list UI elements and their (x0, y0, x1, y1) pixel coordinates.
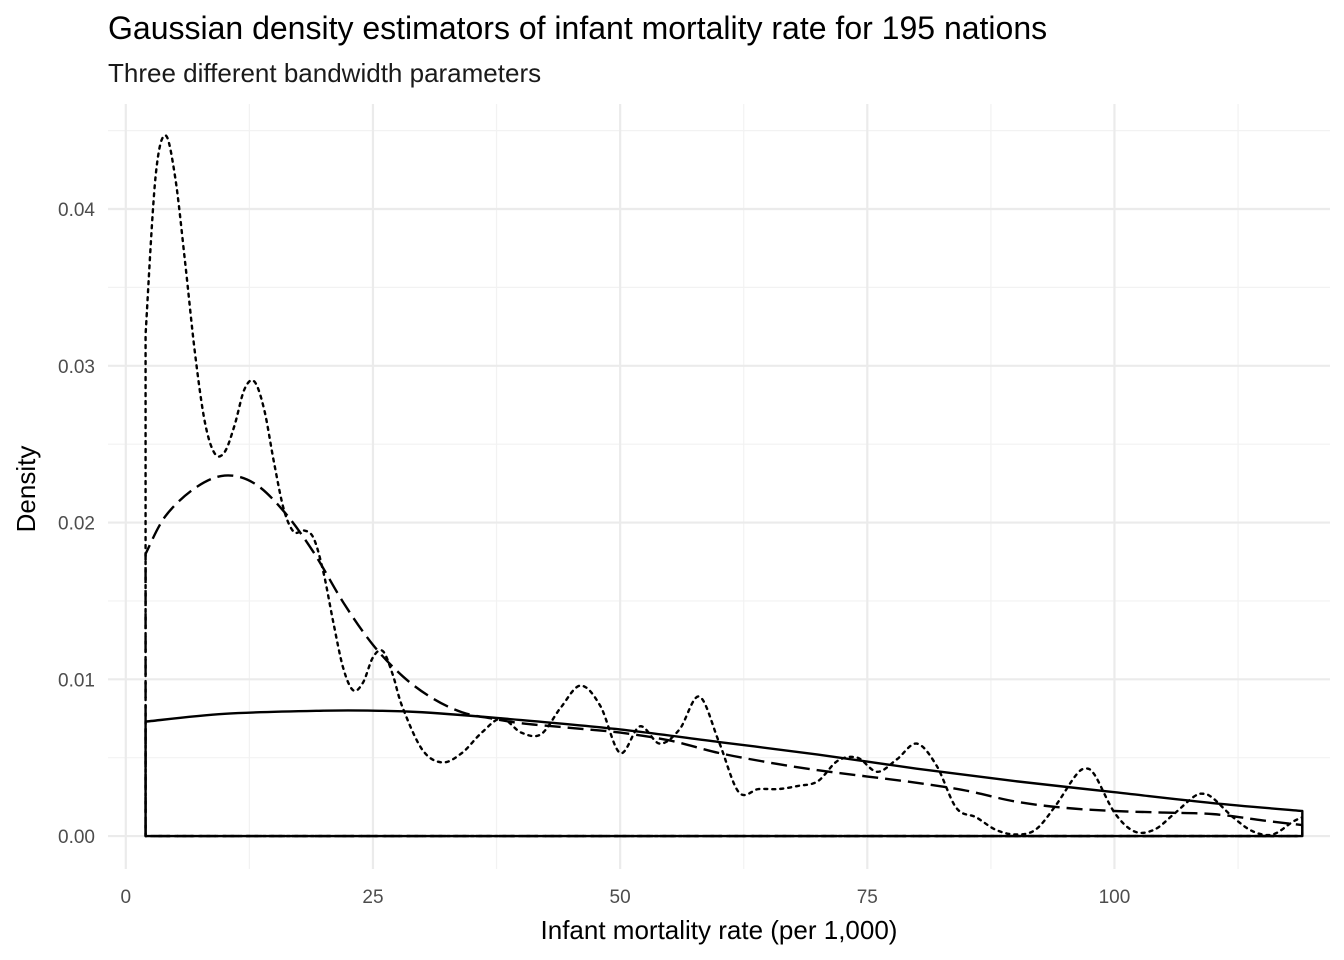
x-axis-title: Infant mortality rate (per 1,000) (541, 915, 898, 945)
y-tick-label: 0.01 (58, 670, 95, 691)
density-curve-dashed (144, 474, 1304, 838)
y-tick-label: 0.03 (58, 357, 95, 378)
density-curves (144, 134, 1304, 838)
y-tick-label: 0.02 (58, 514, 95, 535)
y-tick-label: 0.00 (58, 827, 95, 848)
x-tick-label: 25 (362, 887, 383, 908)
chart-title: Gaussian density estimators of infant mo… (108, 10, 1047, 46)
density-curve-solid (144, 709, 1304, 838)
y-axis-title: Density (11, 446, 41, 533)
density-curve-dotted (144, 134, 1304, 838)
x-tick-label: 100 (1099, 887, 1131, 908)
x-tick-label: 50 (610, 887, 631, 908)
x-tick-label: 0 (121, 887, 132, 908)
gridlines (108, 104, 1330, 869)
x-tick-label: 75 (857, 887, 878, 908)
y-tick-label: 0.04 (58, 200, 95, 221)
chart-subtitle: Three different bandwidth parameters (108, 58, 541, 88)
tick-labels: 0 25 50 75 100 0.00 0.01 0.02 0.03 0.04 (58, 200, 1130, 908)
